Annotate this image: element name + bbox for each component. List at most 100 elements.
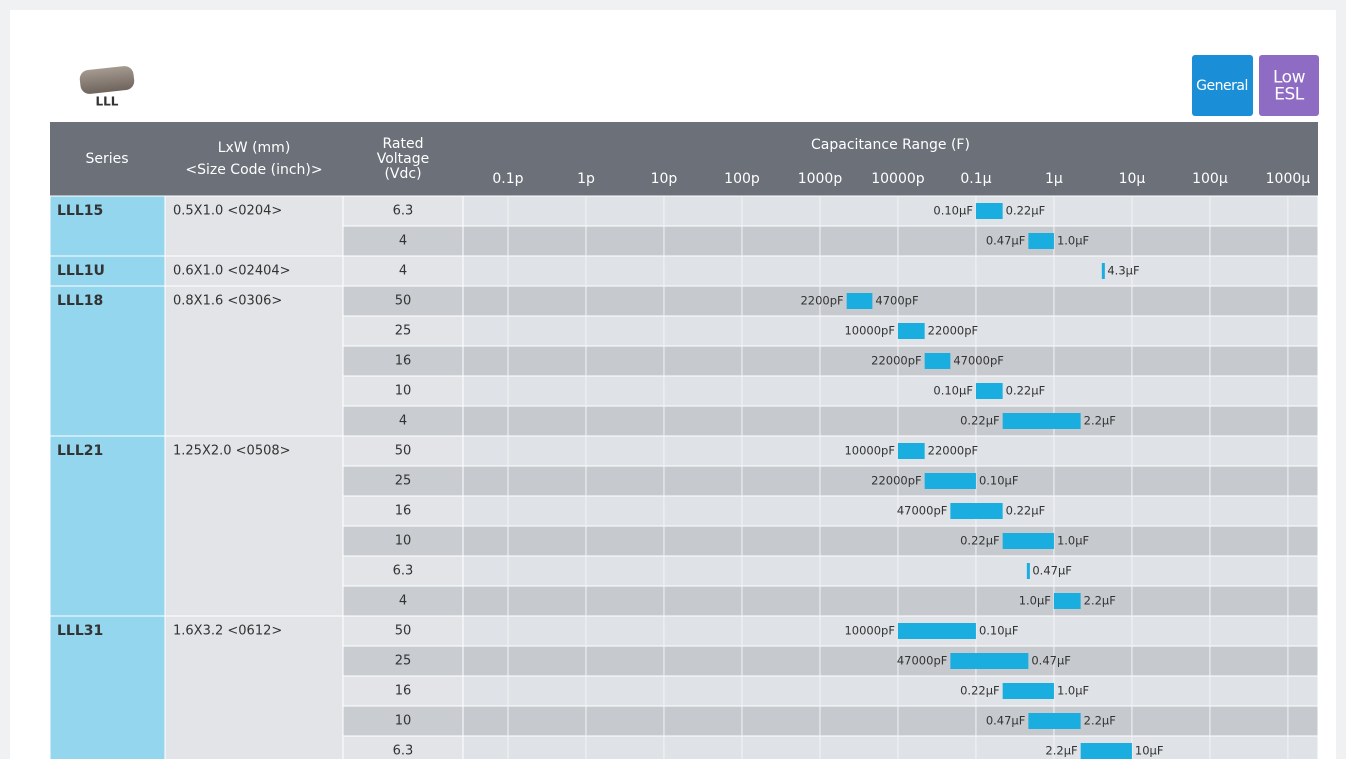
series-cell: [50, 436, 165, 616]
voltage: 16: [395, 354, 412, 369]
column-header: Voltage: [377, 151, 430, 167]
x-tick-label: 1p: [577, 171, 595, 187]
voltage: 50: [395, 294, 412, 309]
max-label: 2.2µF: [1084, 714, 1116, 728]
size-cell: [165, 286, 343, 436]
range-bar: [1028, 233, 1054, 249]
column-header: Series: [85, 151, 128, 167]
min-label: 0.47µF: [986, 714, 1026, 728]
voltage: 4: [399, 594, 407, 609]
chart-row: [463, 196, 1318, 226]
chart-row: [463, 496, 1318, 526]
voltage: 10: [395, 384, 412, 399]
size-code: 1.6X3.2 <0612>: [173, 624, 282, 639]
range-bar: [976, 203, 1003, 219]
max-label: 1.0µF: [1057, 534, 1089, 548]
series-name: LLL21: [57, 443, 103, 459]
chart-row: [463, 556, 1318, 586]
voltage: 6.3: [393, 744, 414, 759]
min-label: 22000pF: [871, 474, 922, 488]
voltage: 10: [395, 714, 412, 729]
series-name: LLL15: [57, 203, 103, 219]
x-tick-label: 10000p: [871, 171, 925, 187]
max-label: 2.2µF: [1084, 594, 1116, 608]
value-bar: [1102, 263, 1105, 279]
series-name: LLL31: [57, 623, 103, 639]
min-label: 1.0µF: [1019, 594, 1051, 608]
badge-text: ESL: [1274, 85, 1305, 105]
max-label: 0.10µF: [979, 624, 1019, 638]
range-bar: [925, 353, 951, 369]
max-label: 0.10µF: [979, 474, 1019, 488]
min-label: 0.22µF: [960, 684, 1000, 698]
max-label: 47000pF: [953, 354, 1004, 368]
chart-row: [463, 406, 1318, 436]
range-bar: [847, 293, 873, 309]
max-label: 0.22µF: [1006, 384, 1046, 398]
min-label: 0.10µF: [933, 204, 973, 218]
min-label: 2.2µF: [1045, 744, 1077, 758]
max-label: 0.22µF: [1006, 504, 1046, 518]
column-header: (Vdc): [384, 166, 421, 182]
voltage: 25: [395, 654, 412, 669]
chart-row: [463, 676, 1318, 706]
range-bar: [1028, 713, 1080, 729]
size-code: 1.25X2.0 <0508>: [173, 444, 291, 459]
series-name: LLL18: [57, 293, 103, 309]
range-bar: [1003, 533, 1054, 549]
voltage: 6.3: [393, 564, 414, 579]
min-label: 22000pF: [871, 354, 922, 368]
max-label: 4700pF: [875, 294, 918, 308]
chart-title: Capacitance Range (F): [811, 137, 970, 153]
voltage: 50: [395, 624, 412, 639]
max-label: 0.22µF: [1006, 204, 1046, 218]
chart-row: [463, 226, 1318, 256]
min-label: 10000pF: [844, 624, 895, 638]
range-bar: [950, 653, 1028, 669]
chart-row: [463, 586, 1318, 616]
min-label: 0.47µF: [986, 234, 1026, 248]
max-label: 0.47µF: [1031, 654, 1071, 668]
x-tick-label: 10µ: [1119, 171, 1146, 187]
size-code: 0.6X1.0 <02404>: [173, 264, 291, 279]
column-header: <Size Code (inch)>: [185, 162, 322, 178]
min-label: 10000pF: [844, 324, 895, 338]
x-tick-label: 1000µ: [1266, 171, 1311, 187]
min-label: 0.22µF: [960, 534, 1000, 548]
max-label: 1.0µF: [1057, 234, 1089, 248]
value-bar: [1027, 563, 1030, 579]
min-label: 47000pF: [897, 504, 948, 518]
chart-row: [463, 256, 1318, 286]
range-bar: [1081, 743, 1132, 759]
voltage: 16: [395, 684, 412, 699]
column-header: Rated: [383, 136, 424, 152]
x-tick-label: 1000p: [798, 171, 843, 187]
voltage: 4: [399, 264, 407, 279]
voltage: 25: [395, 324, 412, 339]
voltage: 6.3: [393, 204, 414, 219]
min-label: 0.10µF: [933, 384, 973, 398]
voltage: 50: [395, 444, 412, 459]
chart-row: [463, 736, 1318, 759]
x-tick-label: 0.1µ: [960, 171, 991, 187]
chart: LLL GeneralLowESLSeriesLxW (mm)<Size Cod…: [0, 0, 1346, 759]
size-cell: [165, 436, 343, 616]
range-bar: [1003, 413, 1081, 429]
voltage: 25: [395, 474, 412, 489]
min-label: 10000pF: [844, 444, 895, 458]
min-label: 2200pF: [800, 294, 843, 308]
x-tick-label: 100p: [724, 171, 760, 187]
range-bar: [976, 383, 1003, 399]
range-bar: [1003, 683, 1054, 699]
range-bar: [1054, 593, 1081, 609]
range-bar: [898, 323, 925, 339]
badge-text: General: [1196, 78, 1248, 94]
chart-row: [463, 376, 1318, 406]
voltage: 10: [395, 534, 412, 549]
series-name: LLL1U: [57, 263, 105, 279]
value-label: 4.3µF: [1107, 264, 1139, 278]
x-tick-label: 0.1p: [492, 171, 523, 187]
x-tick-label: 10p: [651, 171, 678, 187]
value-label: 0.47µF: [1032, 564, 1072, 578]
voltage: 16: [395, 504, 412, 519]
